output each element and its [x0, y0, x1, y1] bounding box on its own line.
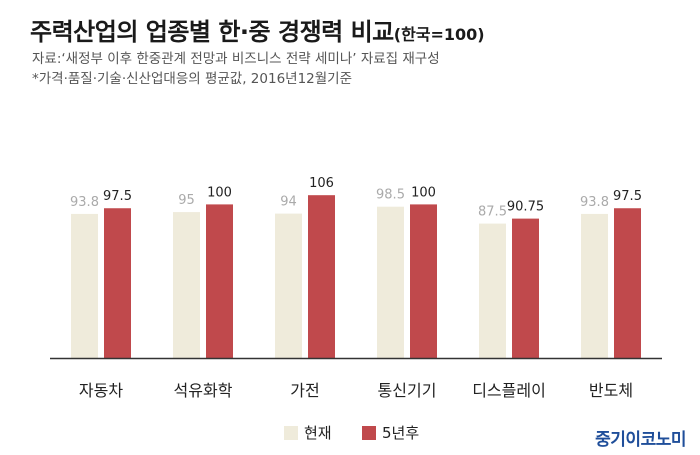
category-label-1: 석유화학	[174, 381, 233, 400]
legend-item-future: 5년후	[362, 422, 419, 443]
bar-future-1	[206, 204, 233, 358]
legend: 현재 5년후	[0, 422, 700, 444]
category-label-3: 통신기기	[378, 381, 437, 400]
data-label-future-3: 100	[411, 185, 436, 200]
bar-current-1	[173, 212, 200, 358]
bar-future-3	[410, 204, 437, 358]
chart-title-block: 주력산업의 업종별 한·중 경쟁력 비교(한국=100)	[30, 12, 485, 47]
data-label-future-2: 106	[309, 176, 334, 191]
legend-item-current: 현재	[284, 422, 332, 443]
data-label-current-1: 95	[178, 193, 195, 208]
brand-logo-text: 중기이코노미	[595, 430, 686, 450]
chart-title: 주력산업의 업종별 한·중 경쟁력 비교	[30, 18, 394, 46]
category-label-0: 자동차	[79, 381, 123, 400]
data-label-current-5: 93.8	[580, 195, 609, 210]
bar-future-0	[104, 208, 131, 358]
bar-future-4	[512, 218, 539, 358]
bar-current-5	[581, 213, 608, 358]
legend-label-future: 5년후	[382, 424, 420, 442]
footnote: *가격·품질·기술·신산업대응의 평균값, 2016년12월기준	[32, 71, 353, 87]
bar-future-2	[308, 195, 335, 358]
legend-swatch-current	[284, 425, 298, 440]
data-label-future-5: 97.5	[613, 189, 642, 204]
legend-label-current: 현재	[304, 424, 332, 442]
data-label-current-4: 87.5	[478, 205, 507, 220]
data-label-current-3: 98.5	[376, 188, 405, 203]
category-label-4: 디스플레이	[472, 381, 546, 400]
data-label-current-0: 93.8	[70, 195, 99, 210]
chart-title-suffix: (한국=100)	[393, 25, 485, 44]
bar-current-4	[479, 223, 506, 358]
bar-future-5	[614, 208, 641, 358]
bar-current-0	[71, 213, 98, 358]
category-label-5: 반도체	[589, 381, 633, 400]
data-label-current-2: 94	[280, 195, 297, 210]
legend-swatch-future	[362, 425, 376, 440]
bar-current-2	[275, 213, 302, 358]
data-label-future-4: 90.75	[507, 200, 544, 215]
data-label-future-0: 97.5	[103, 189, 132, 204]
data-label-future-1: 100	[207, 185, 232, 200]
category-label-2: 가전	[290, 381, 319, 400]
source-note: 자료:‘새정부 이후 한중관계 전망과 비즈니스 전략 세미나’ 자료집 재구성	[32, 51, 440, 67]
bar-current-3	[377, 206, 404, 358]
